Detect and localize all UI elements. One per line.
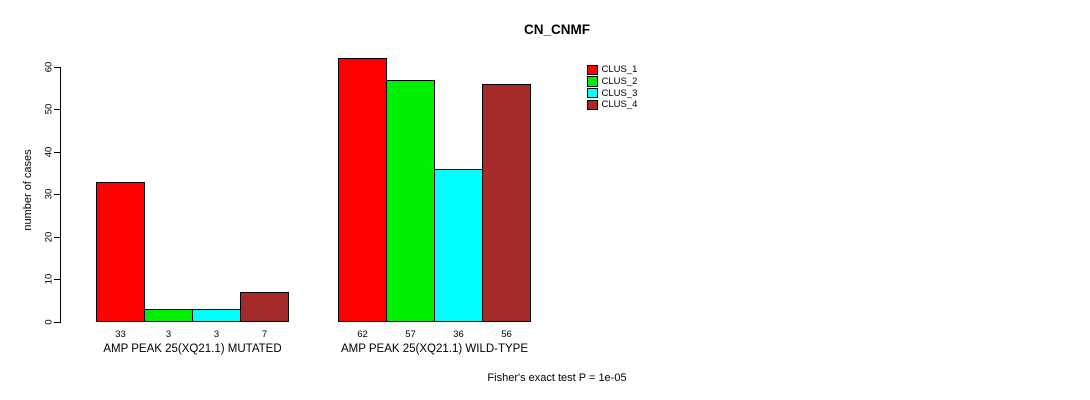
bar-value-label: 62 [357,329,368,340]
group-label: AMP PEAK 25(XQ21.1) WILD-TYPE [340,343,529,355]
y-tick-label: 50 [43,103,55,115]
legend-swatch [587,64,598,76]
bar [482,84,531,322]
bar [96,182,145,322]
y-tick [54,237,61,238]
legend: CLUS_1 CLUS_2 CLUS_3 CLUS_4 [587,64,637,111]
group-label: AMP PEAK 25(XQ21.1) MUTATED [103,343,282,355]
bar [192,309,241,322]
bar-value-label: 3 [213,329,220,340]
bar-value-label: 33 [115,329,126,340]
chart-title: CN_CNMF [524,22,590,37]
y-tick [54,279,61,280]
y-tick-label: 20 [43,231,55,243]
legend-swatch [587,76,598,87]
bar [338,58,387,322]
y-tick [54,67,61,68]
bar [144,309,193,322]
legend-item: CLUS_2 [587,76,637,88]
y-tick-label: 40 [43,146,55,158]
bar [386,80,435,322]
bar-value-label: 57 [405,329,416,340]
legend-label: CLUS_2 [601,76,638,88]
legend-label: CLUS_3 [601,87,638,99]
legend-item: CLUS_1 [587,64,637,76]
legend-swatch [587,87,598,99]
y-tick [54,322,61,323]
y-axis-line [60,67,61,323]
bar-value-label: 56 [501,329,512,340]
fisher-test-annotation: Fisher's exact test P = 1e-05 [487,372,627,384]
y-tick-label: 0 [43,319,55,325]
bar-value-label: 7 [261,329,268,340]
bar-value-label: 36 [453,329,464,340]
y-tick [54,152,61,153]
legend-item: CLUS_3 [587,87,637,99]
y-tick-label: 30 [43,188,55,200]
y-tick [54,109,61,110]
y-tick [54,194,61,195]
legend-item: CLUS_4 [587,99,637,111]
bar [434,169,483,322]
legend-label: CLUS_1 [601,64,638,76]
y-axis-title: number of cases [22,149,34,231]
bar [240,292,289,322]
bar-value-label: 3 [165,329,172,340]
y-tick-label: 10 [43,273,55,285]
y-tick-label: 60 [43,61,55,73]
legend-swatch [587,99,598,111]
legend-label: CLUS_4 [601,99,638,111]
